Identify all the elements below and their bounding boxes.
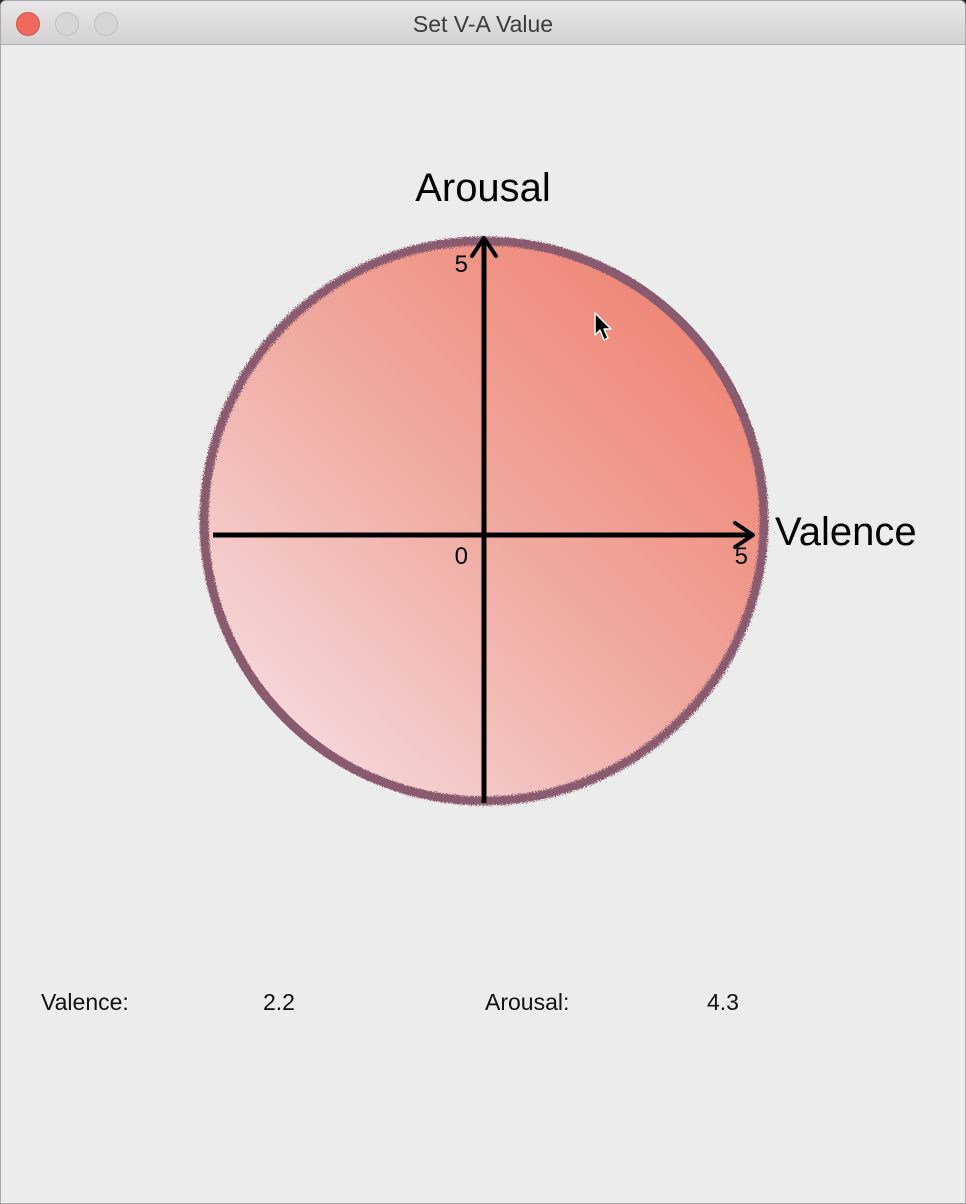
arousal-value: 4.3 [707, 989, 739, 1015]
window-title: Set V-A Value [412, 11, 554, 37]
valence-axis-label: Valence [775, 510, 917, 554]
title-bar[interactable]: Set V-A Value [1, 1, 965, 45]
content-area: Arousal Valence 5 0 5 Valence: 2.2 Arous… [1, 45, 965, 1203]
origin-tick: 0 [455, 543, 468, 570]
close-button[interactable] [16, 12, 40, 36]
valence-value: 2.2 [263, 989, 295, 1015]
zoom-button[interactable] [94, 12, 118, 36]
valence-max-tick: 5 [735, 543, 748, 570]
valence-label: Valence: [41, 989, 129, 1015]
arrow-cursor-icon [594, 312, 612, 341]
valence-axis-arrow-icon [733, 521, 755, 549]
arousal-label: Arousal: [485, 989, 570, 1015]
arousal-axis-label: Arousal [415, 166, 551, 210]
arousal-max-tick: 5 [455, 251, 468, 278]
arousal-axis-arrow-icon [470, 236, 498, 258]
minimize-button[interactable] [55, 12, 79, 36]
valence-arousal-plot[interactable]: Arousal Valence 5 0 5 [1, 45, 965, 1203]
